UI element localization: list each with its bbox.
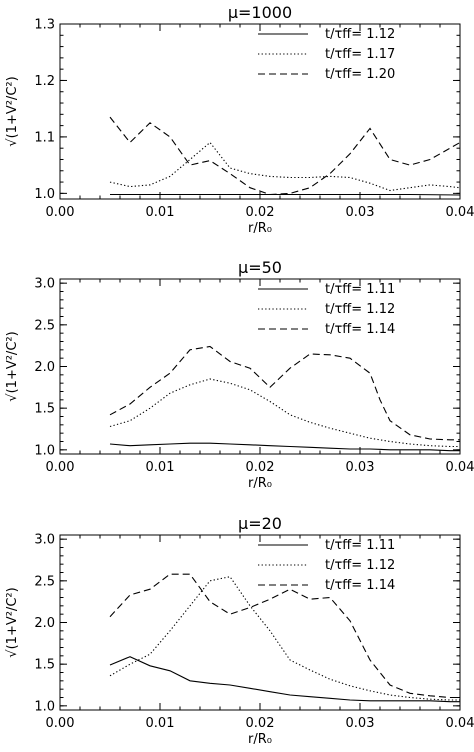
chart-title: μ=1000 [228,3,292,22]
chart-title: μ=50 [238,258,282,277]
y-tick-label: 3.0 [34,533,55,548]
y-tick-label: 1.5 [34,658,55,673]
x-tick-label: 0.04 [446,460,474,475]
y-tick-label: 2.0 [34,616,55,631]
legend-label: t/τff= 1.14 [325,322,395,337]
y-tick-label: 1.0 [34,699,55,714]
x-tick-label: 0.00 [46,205,75,220]
series-line [109,116,460,196]
plot-frame [59,534,461,711]
legend-label: t/τff= 1.20 [325,67,395,82]
chart-panel: μ=50 0.00 0.01 0.02 0.03 0.04 1.0 1.5 2.0 2.5 3.0 r… [5,258,474,491]
x-tick-label: 0.02 [246,460,275,475]
legend-label: t/τff= 1.12 [325,558,395,573]
x-tick-label: 0.03 [346,460,375,475]
x-tick-label: 0.01 [146,460,175,475]
x-tick-label: 0.01 [146,205,175,220]
y-tick-label: 2.5 [34,574,55,589]
x-axis-label: r/R₀ [248,732,272,747]
x-tick-label: 0.01 [146,716,175,731]
x-tick-label: 0.04 [446,205,474,220]
y-axis-label: √(1+V²/C²) [5,76,20,146]
series-line [110,193,460,196]
legend-label: t/τff= 1.12 [325,302,395,317]
plot-frame [59,23,461,200]
legend-label: t/τff= 1.14 [325,578,395,593]
x-tick-label: 0.04 [446,716,474,731]
series-line [109,576,460,701]
legend-label: t/τff= 1.11 [325,282,395,297]
series-line [109,656,460,703]
y-tick-label: 2.0 [34,360,55,375]
y-tick-label: 2.5 [34,318,55,333]
x-tick-label: 0.00 [46,716,75,731]
series-line [109,573,460,699]
series-line [109,442,460,452]
y-tick-label: 1.1 [34,130,55,145]
y-axis-label: √(1+V²/C²) [5,331,20,401]
y-tick-label: 1.2 [34,74,55,89]
legend-label: t/τff= 1.17 [325,47,395,62]
x-axis-label: r/R₀ [248,476,272,491]
y-tick-label: 1.0 [34,187,55,202]
y-tick-label: 1.0 [34,443,55,458]
x-tick-label: 0.02 [246,716,275,731]
chart-panel: μ=1000 0.00 0.01 0.02 0.03 0.04 1.0 1.1 1.2 1.3 r/… [5,3,474,236]
chart-title: μ=20 [238,514,282,533]
chart-panel: μ=20 0.00 0.01 0.02 0.03 0.04 1.0 1.5 2.0 2.5 3.0 r… [5,514,474,747]
x-tick-label: 0.00 [46,460,75,475]
y-tick-label: 1.5 [34,402,55,417]
y-tick-label: 1.3 [34,18,55,33]
legend-label: t/τff= 1.12 [325,27,395,42]
y-axis-label: √(1+V²/C²) [5,587,20,657]
x-axis-label: r/R₀ [248,221,272,236]
series-line [109,345,460,441]
x-tick-label: 0.03 [346,716,375,731]
x-tick-label: 0.02 [246,205,275,220]
series-line [109,141,460,192]
y-tick-label: 3.0 [34,277,55,292]
series-line [109,378,460,448]
legend-label: t/τff= 1.11 [325,538,395,553]
x-tick-label: 0.03 [346,205,375,220]
